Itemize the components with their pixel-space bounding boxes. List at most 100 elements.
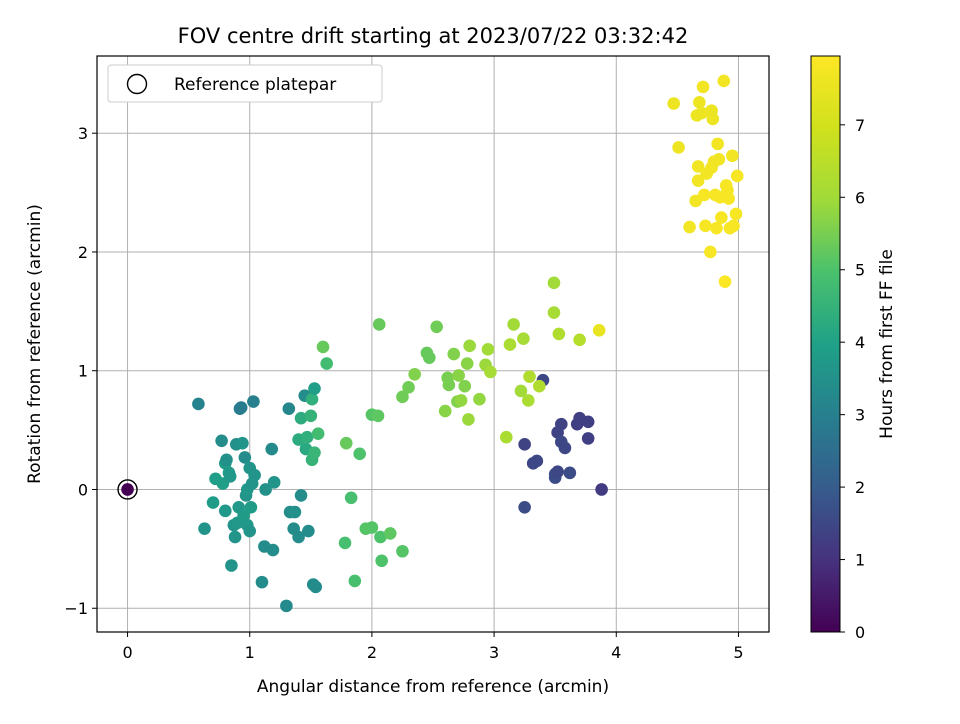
data-point [423,351,436,364]
data-point [672,141,685,154]
data-point [430,320,443,334]
data-point [706,112,720,126]
data-point [704,245,717,259]
data-point [353,447,366,461]
data-point [573,333,586,347]
data-point [408,367,421,381]
grid-lines [97,56,769,632]
data-point [442,378,456,392]
colorbar: 0 1 2 3 4 5 6 7 Hours from first FF file [810,55,897,642]
data-point [206,496,220,509]
data-point [247,395,260,408]
data-point [218,504,232,518]
colorbar-tick-label: 2 [855,478,865,497]
data-point [228,530,242,544]
data-point [344,491,358,505]
data-point [500,430,513,444]
data-point [438,404,452,418]
data-point [460,357,474,370]
data-point [547,276,561,290]
data-point [463,339,476,353]
data-point [551,465,564,478]
data-point [374,530,387,544]
data-point [309,580,323,594]
data-point [237,509,250,522]
data-point [691,160,705,173]
data-point [462,413,475,426]
colorbar-tick-label: 4 [855,333,865,352]
data-point [532,379,546,393]
data-point [372,318,386,331]
legend-entry-reference: Reference platepar [174,75,336,95]
plot-frame [96,55,770,633]
data-point [225,559,238,572]
data-point [718,275,732,288]
data-point [396,390,409,404]
colorbar-tick-label: 0 [855,623,865,642]
y-tick-label: 2 [78,243,88,262]
reference-ring-icon [117,479,138,500]
data-point [715,211,728,224]
data-point [729,207,743,221]
data-point [518,500,531,514]
data-point [518,438,531,451]
data-point [402,381,415,394]
legend-box [107,64,383,103]
data-point [726,149,739,163]
x-axis-ticks: 0 1 2 3 4 5 [122,632,744,662]
data-point [198,522,211,535]
data-point [691,174,705,188]
data-point [236,436,249,450]
data-point [722,192,735,205]
reference-point [121,483,134,496]
data-point [339,436,353,450]
data-point [294,489,308,502]
data-point [375,554,388,568]
data-point [696,80,710,94]
data-point [255,575,269,589]
colorbar-tick-label: 5 [855,261,865,280]
data-point [267,476,281,489]
data-point [592,324,606,337]
data-point [265,442,279,456]
data-point [481,343,495,356]
data-point [523,370,536,383]
data-point [292,530,305,544]
data-point [558,441,572,455]
data-point [547,306,561,319]
data-point [530,454,544,468]
data-point [447,347,461,361]
data-point [294,411,308,425]
x-tick-label: 3 [489,643,499,662]
scatter-points [192,74,744,613]
data-point [259,483,272,496]
data-point [320,357,334,370]
data-point [697,188,711,202]
legend-marker-icon [126,73,148,95]
data-point [710,221,723,235]
data-point [371,409,385,423]
data-point [266,543,280,557]
data-point [693,96,706,109]
y-tick-label: −1 [64,599,88,618]
data-point [223,470,237,483]
data-point [484,365,497,379]
data-point [288,505,302,519]
data-point [473,392,486,406]
colorbar-tick-label: 1 [855,551,865,570]
x-tick-label: 0 [122,643,132,662]
chart-title: FOV centre drift starting at 2023/07/22 … [178,24,689,48]
x-tick-label: 5 [733,643,743,662]
data-point [730,169,744,183]
x-tick-label: 1 [245,643,255,662]
x-tick-label: 4 [611,643,621,662]
data-point [514,384,528,398]
data-point [280,599,293,613]
reference-platepar-marker [117,479,138,500]
data-point [383,527,397,540]
data-point [348,574,362,588]
colorbar-tick-label: 3 [855,406,865,425]
data-point [667,97,680,110]
y-tick-label: 3 [78,124,88,143]
colorbar-tick-label: 6 [855,188,865,207]
